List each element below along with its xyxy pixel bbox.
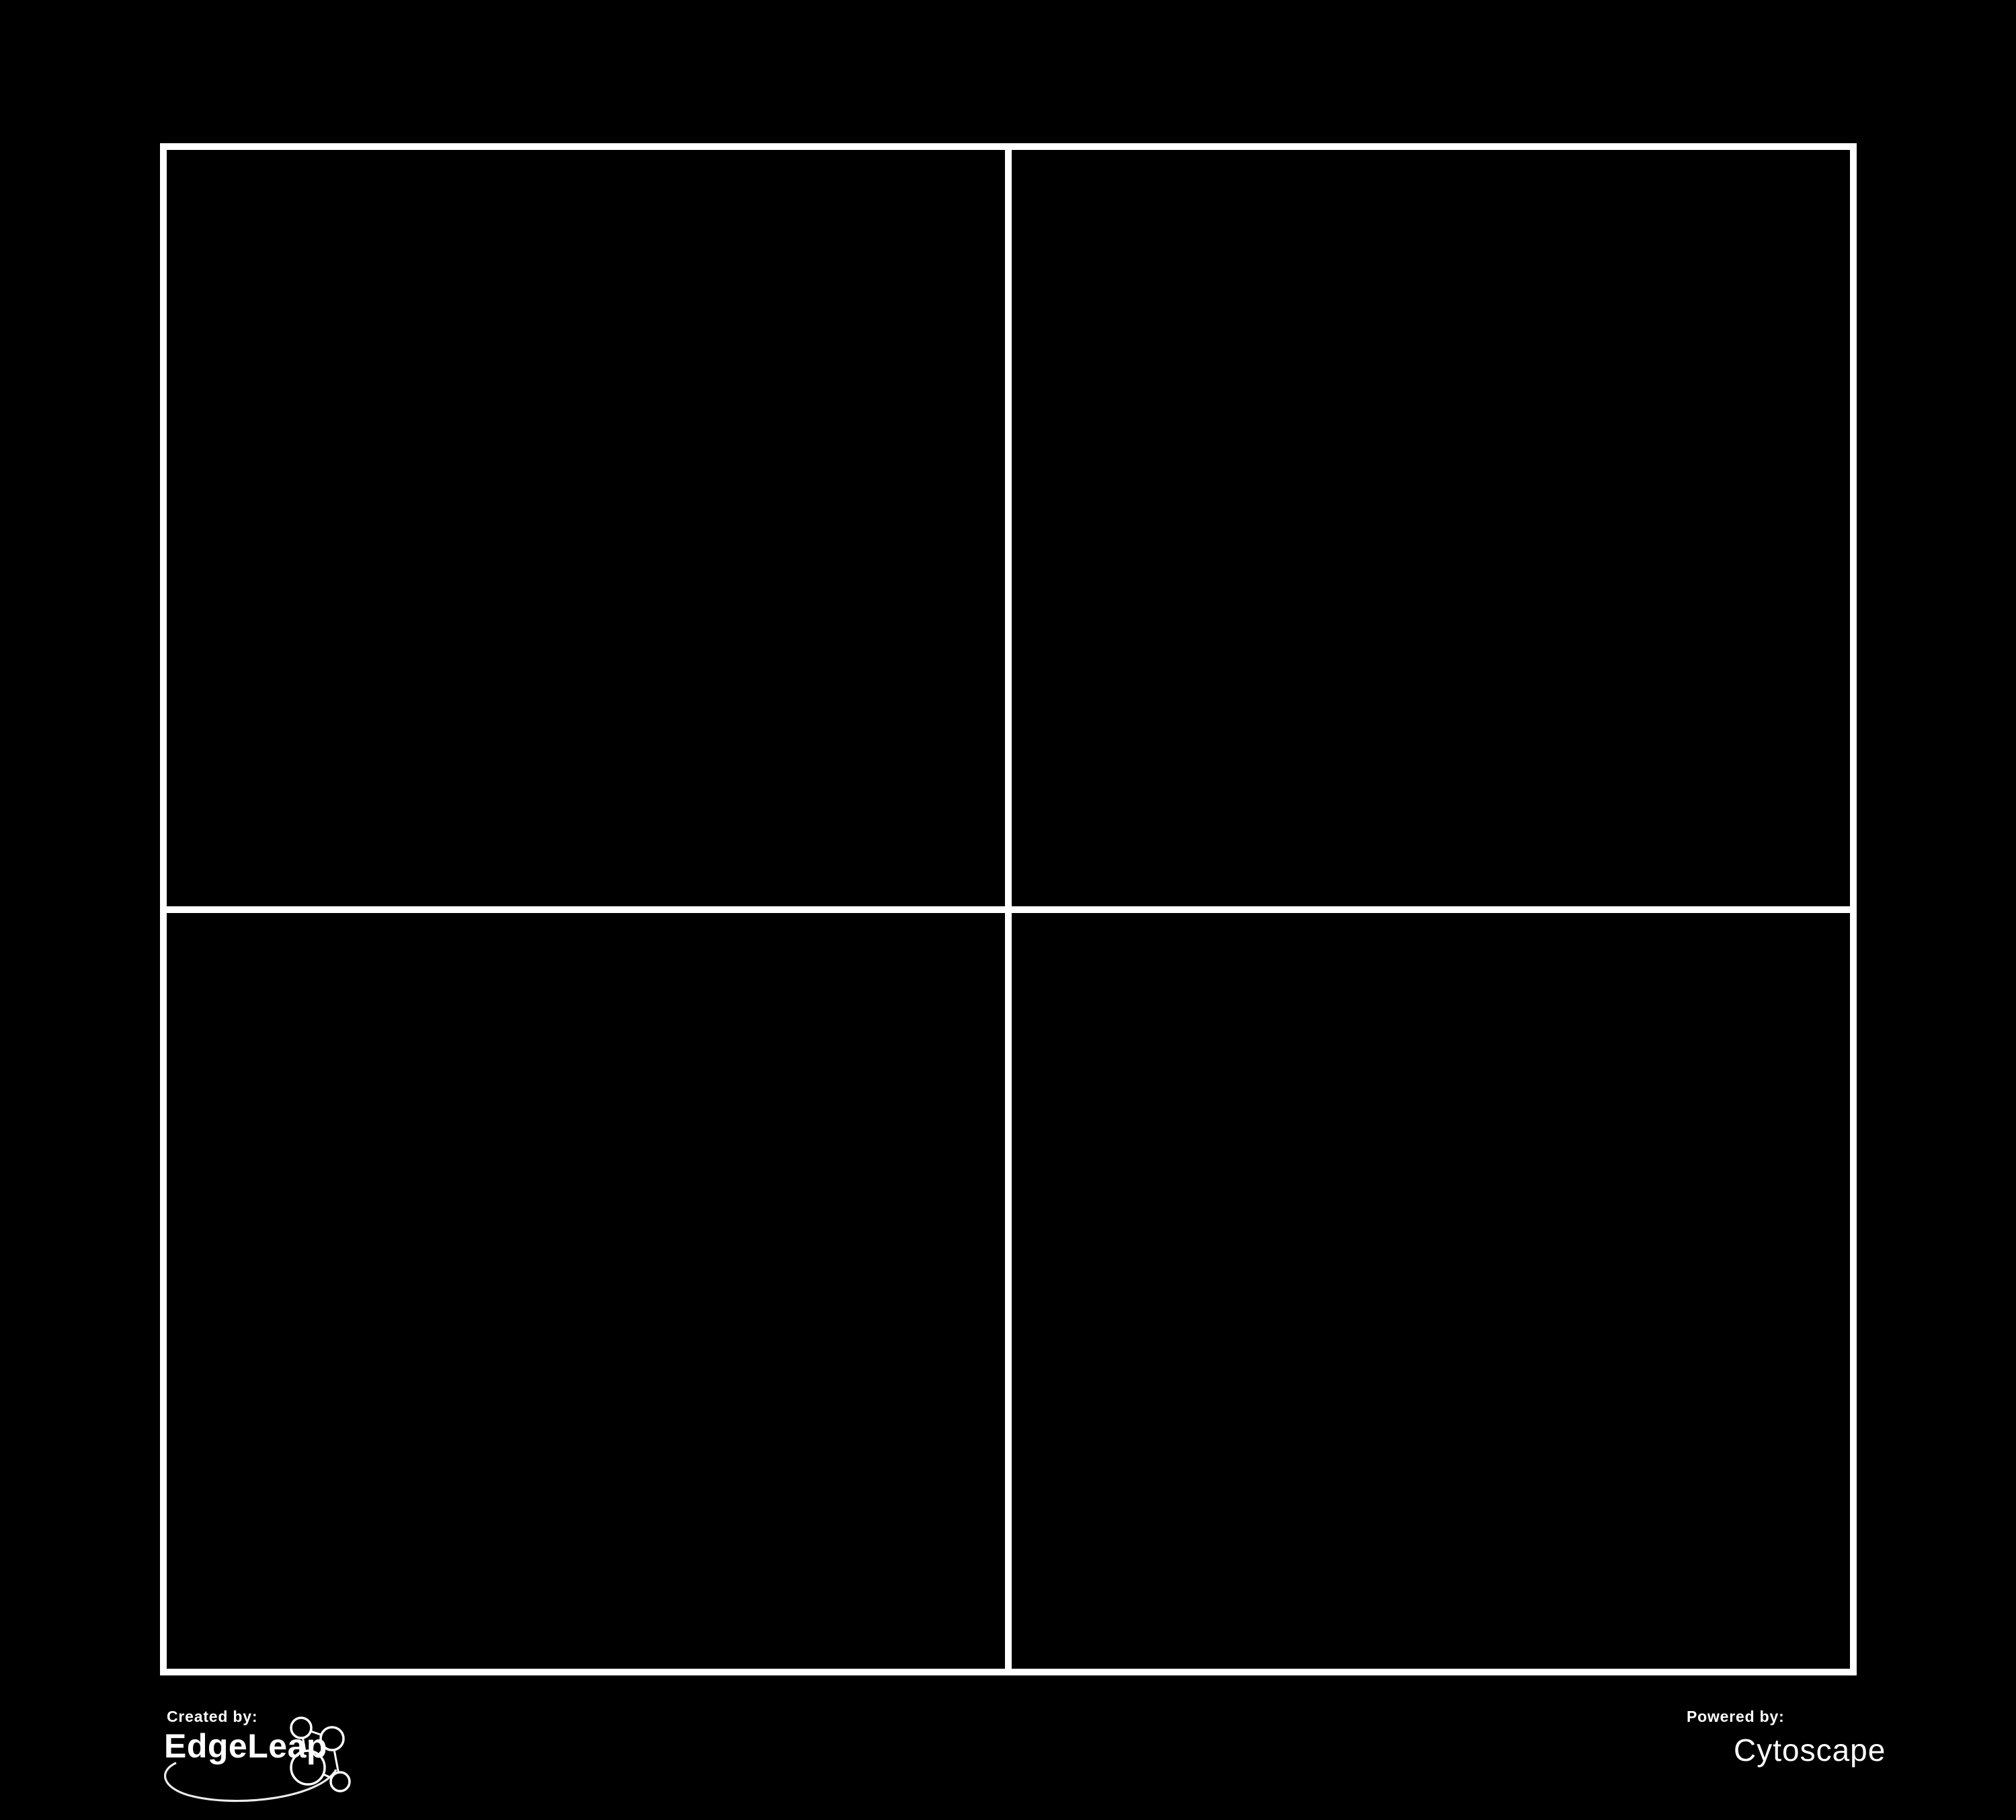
network-canvas-disease-risk (1012, 150, 1850, 906)
network-canvas-nutrient-class (167, 912, 1005, 1669)
edgeleap-logo (163, 1716, 351, 1803)
powered-by-label: Powered by: (1687, 1708, 1785, 1725)
edgeleap-node-green (329, 1771, 351, 1792)
cytoscape-logo (1683, 1729, 1725, 1774)
created-by-block: Created by: EdgeLeap (156, 1702, 411, 1820)
network-canvas-ingredient-disease (167, 150, 1005, 906)
cytoscape-wordmark: Cytoscape (1734, 1733, 1886, 1768)
network-canvas-disease-category (1012, 912, 1850, 1669)
panel-disease-risk (1012, 150, 1850, 906)
created-by-label: Created by: (167, 1708, 258, 1725)
panel-grid (160, 143, 1857, 1675)
edgeleap-node-orange (290, 1716, 313, 1739)
powered-by-block: Powered by: Cytoscape (1683, 1702, 1992, 1803)
panel-ingredient-disease (167, 150, 1005, 906)
edgeleap-node-blue (290, 1749, 326, 1786)
edgeleap-wordmark: EdgeLeap (164, 1727, 327, 1765)
panel-nutrient-class (167, 912, 1005, 1669)
edgeleap-node-magenta (319, 1726, 345, 1751)
panel-disease-category (1012, 912, 1850, 1669)
